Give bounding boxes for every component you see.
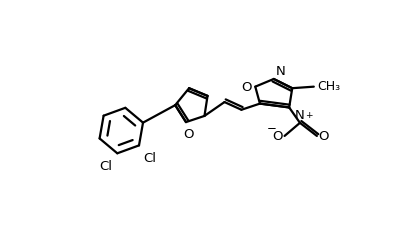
Text: Cl: Cl	[100, 159, 113, 172]
Text: O: O	[183, 128, 194, 141]
Text: O: O	[241, 81, 252, 94]
Text: N: N	[276, 65, 285, 78]
Text: O: O	[318, 129, 329, 142]
Text: CH₃: CH₃	[317, 80, 340, 93]
Text: O: O	[273, 129, 283, 142]
Text: −: −	[267, 121, 277, 134]
Text: N: N	[295, 109, 305, 122]
Text: +: +	[305, 111, 313, 120]
Text: Cl: Cl	[144, 151, 157, 164]
